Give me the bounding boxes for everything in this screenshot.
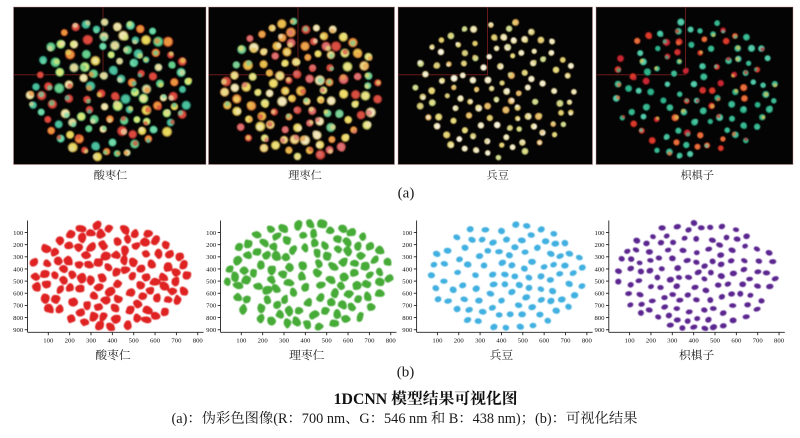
svg-text:500: 500 xyxy=(402,278,413,285)
svg-text:200: 200 xyxy=(206,242,217,249)
svg-text:438 nm): 438 nm) xyxy=(473,411,521,427)
svg-text:100: 100 xyxy=(13,230,24,237)
svg-text:600: 600 xyxy=(206,291,217,298)
svg-text:300: 300 xyxy=(475,338,486,345)
svg-text:700: 700 xyxy=(753,338,764,345)
svg-text:100: 100 xyxy=(432,338,443,345)
svg-text:900: 900 xyxy=(402,327,413,334)
svg-text:700: 700 xyxy=(560,338,571,345)
svg-text:500: 500 xyxy=(129,338,140,345)
svg-text:600: 600 xyxy=(594,291,605,298)
svg-text:(R: (R xyxy=(273,411,288,427)
svg-text:500: 500 xyxy=(13,278,24,285)
svg-text:200: 200 xyxy=(454,338,465,345)
svg-text:200: 200 xyxy=(13,242,24,249)
svg-text:200: 200 xyxy=(646,338,657,345)
svg-text:700: 700 xyxy=(402,303,413,310)
svg-text:700 nm: 700 nm xyxy=(302,411,345,427)
svg-text:100: 100 xyxy=(625,338,636,345)
svg-text:900: 900 xyxy=(13,327,24,334)
svg-text:B: B xyxy=(445,411,458,427)
svg-text:400: 400 xyxy=(496,338,507,345)
svg-text:400: 400 xyxy=(689,338,700,345)
svg-text:800: 800 xyxy=(13,315,24,322)
svg-text:800: 800 xyxy=(206,315,217,322)
svg-text:600: 600 xyxy=(150,338,161,345)
svg-text:200: 200 xyxy=(594,242,605,249)
svg-text:800: 800 xyxy=(193,338,204,345)
svg-text:(b): (b) xyxy=(397,365,415,381)
svg-text:500: 500 xyxy=(594,278,605,285)
svg-text:100: 100 xyxy=(206,230,217,237)
svg-text:200: 200 xyxy=(65,338,76,345)
svg-text:G: G xyxy=(359,411,369,427)
svg-text:300: 300 xyxy=(279,338,290,345)
svg-text:400: 400 xyxy=(13,266,24,273)
svg-text:(a): (a) xyxy=(398,186,415,202)
svg-text:300: 300 xyxy=(86,338,97,345)
svg-text:600: 600 xyxy=(731,338,742,345)
svg-text:600: 600 xyxy=(402,291,413,298)
svg-text:700: 700 xyxy=(206,303,217,310)
svg-text:700: 700 xyxy=(13,303,24,310)
svg-text:800: 800 xyxy=(594,315,605,322)
svg-text:400: 400 xyxy=(594,266,605,273)
svg-text:700: 700 xyxy=(364,338,375,345)
svg-text:300: 300 xyxy=(667,338,678,345)
svg-text:700: 700 xyxy=(171,338,182,345)
svg-text:300: 300 xyxy=(13,254,24,261)
svg-text:500: 500 xyxy=(322,338,333,345)
svg-text:400: 400 xyxy=(206,266,217,273)
svg-text:800: 800 xyxy=(386,338,397,345)
svg-text:(b): (b) xyxy=(535,411,552,427)
svg-text:700: 700 xyxy=(594,303,605,310)
svg-text:800: 800 xyxy=(582,338,593,345)
svg-text:800: 800 xyxy=(774,338,785,345)
svg-text:600: 600 xyxy=(539,338,550,345)
svg-text:400: 400 xyxy=(402,266,413,273)
svg-text:100: 100 xyxy=(594,230,605,237)
svg-text:300: 300 xyxy=(206,254,217,261)
svg-text:300: 300 xyxy=(594,254,605,261)
svg-text:500: 500 xyxy=(206,278,217,285)
svg-text:100: 100 xyxy=(43,338,54,345)
svg-text:500: 500 xyxy=(710,338,721,345)
svg-text:500: 500 xyxy=(518,338,529,345)
svg-text:600: 600 xyxy=(343,338,354,345)
svg-text:100: 100 xyxy=(236,338,247,345)
svg-text:900: 900 xyxy=(206,327,217,334)
svg-text:400: 400 xyxy=(300,338,311,345)
svg-text:100: 100 xyxy=(402,230,413,237)
svg-text:200: 200 xyxy=(402,242,413,249)
svg-text:200: 200 xyxy=(258,338,269,345)
svg-text:(a): (a) xyxy=(172,411,188,427)
svg-text:600: 600 xyxy=(13,291,24,298)
svg-text:400: 400 xyxy=(107,338,118,345)
svg-text:300: 300 xyxy=(402,254,413,261)
svg-text:546 nm: 546 nm xyxy=(384,411,431,427)
svg-text:1DCNN: 1DCNN xyxy=(334,391,388,408)
svg-text:900: 900 xyxy=(594,327,605,334)
svg-text:800: 800 xyxy=(402,315,413,322)
